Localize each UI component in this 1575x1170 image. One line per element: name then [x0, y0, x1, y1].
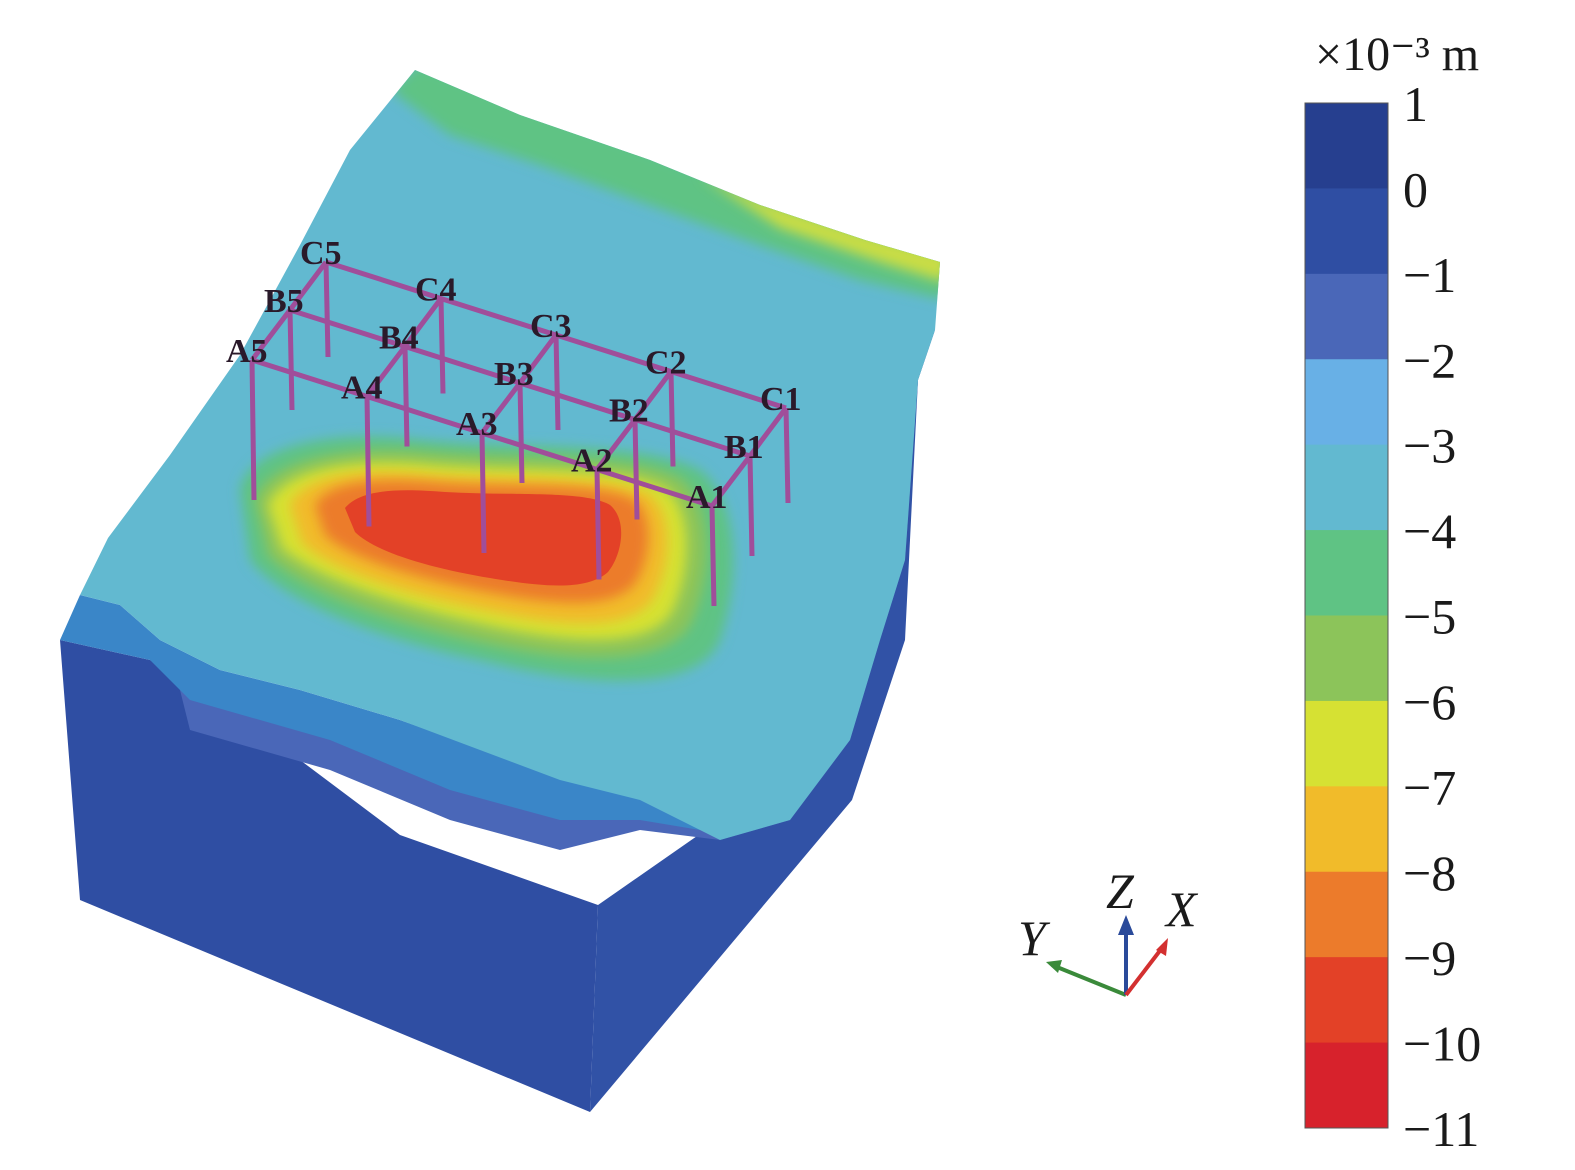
column-label: B2 [609, 393, 649, 430]
cross-beam [288, 260, 328, 312]
column-label: A4 [341, 370, 383, 407]
column-label: B4 [379, 320, 419, 357]
legend-band [1305, 103, 1388, 189]
legend-band [1305, 359, 1388, 446]
column-label: A5 [226, 333, 268, 370]
legend-tick-label: −2 [1403, 332, 1456, 388]
legend-tick-label: −10 [1403, 1016, 1481, 1072]
legend-tick-label: −7 [1403, 759, 1456, 815]
block-lower-band [60, 440, 880, 830]
x-axis-arrow [1124, 946, 1164, 997]
frame-structure: A1 A2 A3 A4 A5 B1 B2 B3 B4 B5 C1 C2 C3 C4 C5 [226, 235, 802, 607]
cross-beam [403, 297, 443, 348]
cross-beam [480, 381, 522, 435]
z-axis-arrowhead [1118, 915, 1134, 935]
column-label: C1 [760, 381, 802, 418]
soil-block [60, 70, 940, 1112]
color-legend: ×10⁻³ m 1 0 −1 −2 −3 −4 −5 −6 −7 −8 −9 −10 −11 [1304, 28, 1481, 1157]
legend-tick-label: −9 [1403, 930, 1456, 986]
column-label: B3 [494, 356, 534, 393]
legend-band [1305, 1042, 1388, 1129]
legend-band [1305, 786, 1388, 873]
legend-band [1305, 444, 1388, 531]
cross-beam [710, 454, 752, 508]
frame-members: A1 A2 A3 A4 A5 B1 B2 B3 B4 B5 C1 C2 C3 C4 C5 [226, 235, 802, 607]
legend-tick-label: −5 [1403, 589, 1456, 645]
cross-beam [365, 344, 407, 399]
column-label: B5 [264, 283, 304, 320]
pile-column [517, 382, 525, 484]
cross-beam [518, 333, 558, 385]
pile-column [249, 359, 257, 501]
pile-column [747, 455, 755, 557]
column-label: A2 [571, 443, 613, 480]
cross-beam [633, 370, 673, 421]
x-axis-arrowhead [1156, 938, 1168, 956]
pile-column [709, 505, 717, 607]
pile-column [402, 346, 410, 447]
column-label: C5 [300, 235, 342, 272]
column-label: A3 [456, 406, 498, 443]
y-axis-label: Y [1018, 910, 1051, 966]
legend-band [1305, 530, 1388, 616]
pile-column [783, 407, 791, 504]
legend-band [1305, 273, 1388, 360]
axis-triad: Y Z X [1018, 863, 1199, 997]
pile-column [479, 432, 487, 554]
cross-beam [250, 308, 292, 362]
column-label: C3 [530, 308, 572, 345]
block-right-face [590, 330, 935, 1112]
legend-tick-label: 0 [1403, 161, 1428, 217]
y-axis-arrow [1051, 963, 1127, 997]
legend-ticks: 1 0 −1 −2 −3 −4 −5 −6 −7 −8 −9 −10 −11 [1403, 76, 1481, 1157]
legend-tick-label: −4 [1403, 503, 1456, 559]
column-label: B1 [724, 429, 764, 466]
pile-column [632, 419, 640, 520]
legend-frame [1304, 102, 1389, 1129]
legend-unit: ×10⁻³ m [1315, 28, 1479, 81]
legend-tick-label: −8 [1403, 845, 1456, 901]
legend-band [1305, 188, 1388, 275]
legend-tick-label: −3 [1403, 418, 1456, 474]
legend-bands [1304, 102, 1389, 1129]
pile-column [594, 469, 602, 580]
column-label: C2 [645, 345, 687, 382]
block-left-face [60, 640, 598, 1112]
cross-beam [748, 406, 788, 458]
legend-tick-label: 1 [1403, 76, 1428, 132]
pile-column [668, 371, 676, 467]
legend-band [1305, 871, 1388, 958]
pile-column [323, 261, 331, 358]
pile-column [287, 309, 295, 411]
legend-band [1305, 615, 1388, 702]
column-label: C4 [415, 272, 457, 309]
pile-column [364, 396, 372, 527]
legend-band [1305, 957, 1388, 1044]
z-axis-label: Z [1106, 863, 1135, 919]
legend-tick-label: −1 [1403, 247, 1456, 303]
legend-tick-label: −11 [1403, 1101, 1479, 1157]
x-axis-label: X [1164, 881, 1199, 937]
contour-top-edge-green [390, 70, 940, 300]
pile-column [553, 334, 561, 431]
legend-tick-label: −6 [1403, 674, 1456, 730]
column-label: A1 [686, 479, 728, 516]
pile-column [438, 298, 446, 394]
legend-band [1305, 700, 1388, 787]
y-axis-arrowhead [1046, 960, 1062, 973]
cross-beam [595, 417, 637, 472]
